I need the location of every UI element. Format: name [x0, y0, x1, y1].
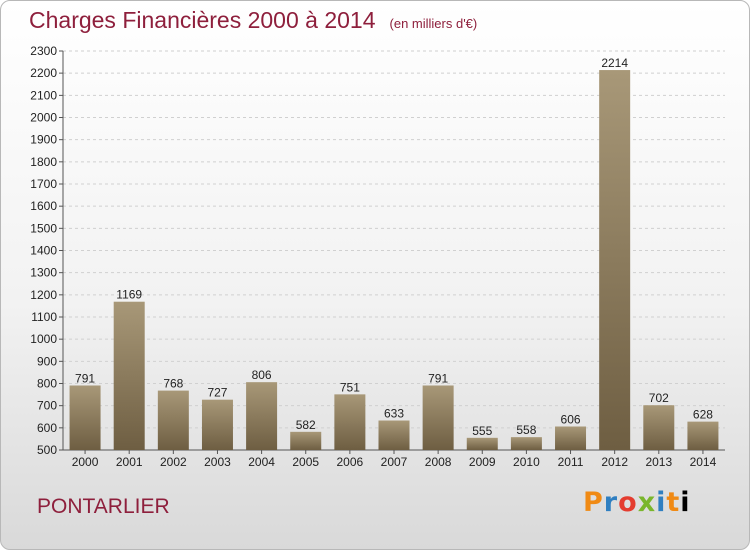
bar	[378, 420, 410, 450]
y-tick-label: 1400	[30, 244, 57, 258]
chart-unit: (en milliers d'€)	[389, 16, 478, 31]
y-tick-label: 1500	[30, 221, 57, 235]
y-tick-label: 2100	[30, 88, 57, 102]
bar	[643, 405, 675, 450]
bar	[201, 399, 233, 450]
bar-value-label: 806	[252, 368, 272, 382]
bar	[687, 421, 719, 450]
bar-value-label: 751	[340, 380, 360, 394]
y-tick-label: 600	[37, 421, 57, 435]
y-tick-label: 1700	[30, 177, 57, 191]
bar-value-label: 791	[428, 371, 448, 385]
y-tick-label: 2300	[30, 44, 57, 58]
bar	[157, 390, 189, 450]
logo-letter: P	[583, 487, 604, 518]
y-tick-label: 1000	[30, 332, 57, 346]
bar	[599, 70, 631, 451]
logo-letter: i	[680, 487, 691, 518]
logo-letter: o	[618, 487, 638, 518]
x-tick-label: 2001	[116, 455, 143, 469]
bar-value-label: 1169	[116, 288, 142, 302]
bar	[69, 385, 101, 450]
y-tick-label: 2000	[30, 111, 57, 125]
logo-letter: x	[637, 487, 657, 518]
x-tick-label: 2005	[292, 455, 319, 469]
logo-letter: r	[603, 487, 619, 518]
logo-letter: t	[666, 487, 681, 518]
bar-value-label: 558	[516, 423, 536, 437]
y-tick-label: 1100	[31, 310, 57, 324]
y-tick-label: 1200	[30, 288, 57, 302]
y-tick-label: 1800	[30, 155, 57, 169]
x-tick-label: 2003	[204, 455, 231, 469]
x-tick-label: 2002	[160, 455, 187, 469]
y-tick-label: 1300	[30, 266, 57, 280]
bar-value-label: 768	[163, 377, 183, 391]
x-tick-label: 2004	[248, 455, 275, 469]
bar	[290, 431, 322, 450]
y-tick-label: 900	[37, 354, 57, 368]
bar	[246, 382, 278, 450]
bar-value-label: 2214	[601, 56, 628, 70]
x-tick-label: 2013	[645, 455, 672, 469]
bar	[466, 437, 498, 450]
bars: 791 1169 768 727 806 582 751 633 791 555 558 606 221…	[69, 56, 719, 451]
y-tick-label: 1600	[30, 199, 57, 213]
bar-value-label: 633	[384, 407, 404, 421]
y-tick-label: 1900	[30, 133, 57, 147]
bar	[555, 426, 587, 450]
x-tick-label: 2012	[601, 455, 628, 469]
bar-value-label: 606	[561, 413, 581, 427]
x-tick-label: 2006	[337, 455, 364, 469]
bar-value-label: 628	[693, 408, 713, 422]
bar-value-label: 727	[207, 386, 227, 400]
bar	[334, 394, 366, 450]
bar-value-label: 582	[296, 418, 316, 432]
y-tick-label: 2200	[30, 66, 57, 80]
bar-value-label: 791	[75, 371, 95, 385]
x-tick-label: 2007	[381, 455, 408, 469]
x-tick-label: 2010	[513, 455, 540, 469]
logo-letter: i	[656, 487, 667, 518]
bar	[510, 437, 542, 450]
x-tick-label: 2014	[690, 455, 717, 469]
x-tick-label: 2008	[425, 455, 452, 469]
city-name: PONTARLIER	[37, 495, 170, 518]
bar	[422, 385, 454, 450]
bar	[113, 301, 145, 450]
bar-value-label: 702	[649, 391, 669, 405]
x-tick-label: 2011	[558, 455, 584, 469]
y-tick-label: 700	[37, 399, 57, 413]
x-tick-label: 2000	[72, 455, 99, 469]
x-tick-label: 2009	[469, 455, 496, 469]
chart-title-text: Charges Financières 2000 à 2014	[29, 7, 376, 33]
axes: 500 600 700 800 900 1000 1100 1200 1300 1400 1500 1…	[30, 44, 725, 469]
chart-title: Charges Financières 2000 à 2014 (en milli…	[29, 7, 477, 34]
bar-value-label: 555	[472, 424, 492, 438]
y-tick-label: 500	[37, 443, 57, 457]
y-tick-label: 800	[37, 377, 57, 391]
proxiti-logo: Proxiti	[583, 487, 691, 518]
